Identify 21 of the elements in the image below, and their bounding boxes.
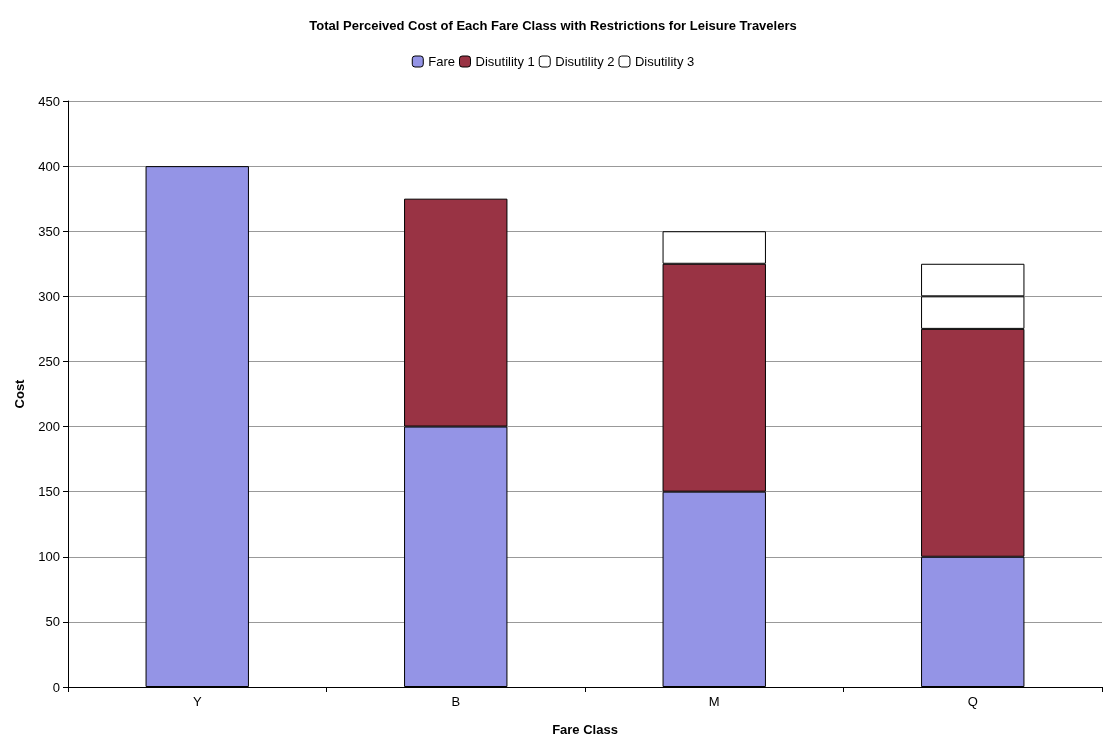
y-axis-title: Cost <box>12 378 27 409</box>
y-tick-label: 50 <box>45 614 60 630</box>
x-tick-label: B <box>451 694 461 709</box>
x-axis-title: Fare Class <box>552 722 618 737</box>
chart-title: Total Perceived Cost of Each Fare Class with Restrictions for Leisure Travelers <box>309 18 797 33</box>
legend-label: Disutility 2 <box>555 54 615 69</box>
x-tick-label: M <box>708 694 720 709</box>
y-tick-label: 350 <box>38 223 60 239</box>
legend-label: Disutility 3 <box>634 54 695 69</box>
y-tick-label: 200 <box>38 419 60 435</box>
y-tick-label: 250 <box>38 353 60 369</box>
y-tick-label: 150 <box>38 484 60 500</box>
x-tick-label: Q <box>967 694 978 709</box>
legend-label: Fare <box>428 54 456 69</box>
y-tick-label: 100 <box>38 549 60 565</box>
y-tick-label: 400 <box>38 158 60 174</box>
y-tick-label: 450 <box>38 93 60 109</box>
x-tick-label: Y <box>192 694 202 709</box>
y-tick-label: 300 <box>38 288 60 304</box>
y-tick-label: 0 <box>52 679 60 695</box>
legend-label: Disutility 1 <box>475 54 535 69</box>
